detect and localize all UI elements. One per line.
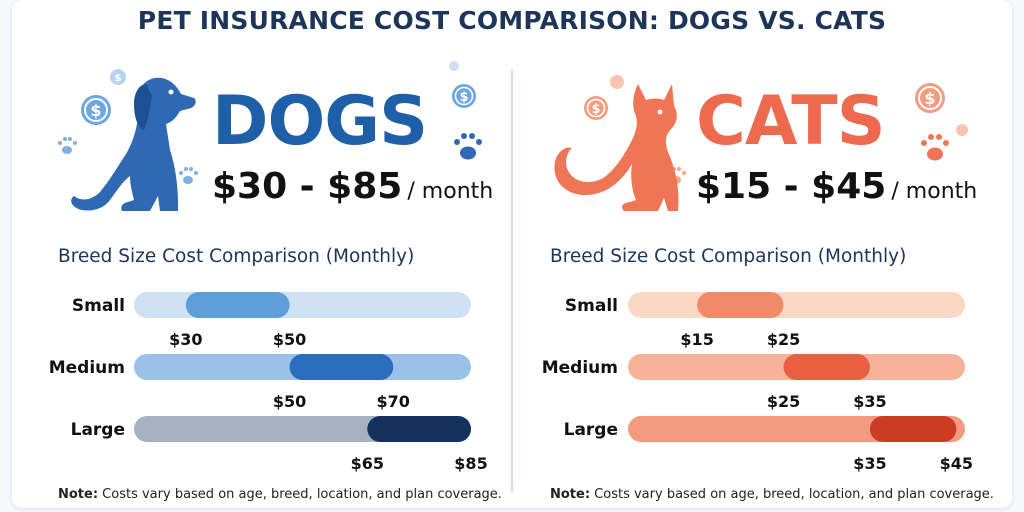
dogs-min-label: $65 — [351, 454, 384, 473]
cats-note-text: Costs vary based on age, breed, location… — [590, 487, 994, 502]
dogs-price-line: $30 - $85 / month — [212, 166, 493, 207]
panel-divider — [511, 70, 513, 492]
dollar-coin-icon — [449, 61, 459, 71]
cats-category-label: Small — [565, 296, 618, 316]
svg-text:$: $ — [459, 90, 468, 105]
cats-note-label: Note: — [550, 487, 591, 502]
dogs-max-label: $70 — [377, 392, 410, 411]
dogs-category-label: Medium — [49, 358, 125, 378]
dollar-coin-icon: $ — [915, 83, 945, 113]
dogs-heading: DOGS — [212, 82, 428, 161]
dogs-min-label: $30 — [169, 330, 202, 349]
cats-range-bar — [783, 354, 870, 380]
cats-max-label: $25 — [767, 330, 800, 349]
page-title: PET INSURANCE COST COMPARISON: DOGS VS. … — [137, 6, 887, 35]
cats-note: Note: Costs vary based on age, breed, lo… — [550, 487, 994, 502]
cats-track-bar — [628, 292, 965, 318]
dollar-coin-icon: $ — [110, 69, 126, 85]
svg-text:$: $ — [591, 102, 600, 117]
dollar-coin-icon: $ — [452, 84, 476, 108]
cats-max-label: $35 — [853, 392, 886, 411]
dogs-chart-title: Breed Size Cost Comparison (Monthly) — [58, 246, 415, 267]
svg-text:$: $ — [90, 101, 101, 120]
paw-print-icon — [58, 137, 77, 154]
dogs-max-label: $50 — [273, 330, 306, 349]
dogs-range-bar — [185, 292, 290, 318]
cats-heading: CATS — [696, 82, 886, 161]
dogs-note-text: Costs vary based on age, breed, location… — [98, 487, 502, 502]
cats-min-label: $15 — [680, 330, 713, 349]
dogs-price-unit: / month — [407, 179, 494, 204]
cats-range-bar — [697, 292, 784, 318]
cats-min-label: $25 — [767, 392, 800, 411]
cats-range-bar — [869, 416, 957, 442]
cats-min-label: $35 — [853, 454, 886, 473]
cats-price-unit: / month — [891, 179, 978, 204]
dogs-range-bar — [367, 416, 471, 442]
cat-silhouette-icon — [554, 84, 679, 211]
dogs-max-label: $85 — [454, 454, 487, 473]
dollar-coin-icon: $ — [584, 96, 608, 120]
dogs-category-label: Small — [72, 296, 125, 316]
dogs-range-bar — [289, 354, 394, 380]
dog-silhouette-icon — [71, 77, 196, 211]
dogs-price-range: $30 - $85 — [212, 166, 403, 207]
cats-max-label: $45 — [940, 454, 973, 473]
paw-print-icon — [179, 167, 198, 184]
dollar-coin-icon: $ — [81, 95, 111, 125]
dollar-coin-icon — [956, 124, 968, 136]
paw-print-icon — [921, 134, 949, 161]
svg-text:$: $ — [924, 89, 935, 108]
dogs-min-label: $50 — [273, 392, 306, 411]
dollar-coin-icon — [610, 75, 624, 89]
dogs-category-label: Large — [71, 420, 125, 440]
cats-category-label: Large — [564, 420, 618, 440]
svg-text:$: $ — [115, 73, 122, 84]
cats-price-range: $15 - $45 — [696, 166, 887, 207]
cats-chart-title: Breed Size Cost Comparison (Monthly) — [550, 246, 907, 267]
dogs-note: Note: Costs vary based on age, breed, lo… — [58, 487, 502, 502]
paw-print-icon — [454, 133, 482, 160]
cats-price-line: $15 - $45 / month — [696, 166, 977, 207]
cats-category-label: Medium — [542, 358, 618, 378]
dogs-note-label: Note: — [58, 487, 99, 502]
